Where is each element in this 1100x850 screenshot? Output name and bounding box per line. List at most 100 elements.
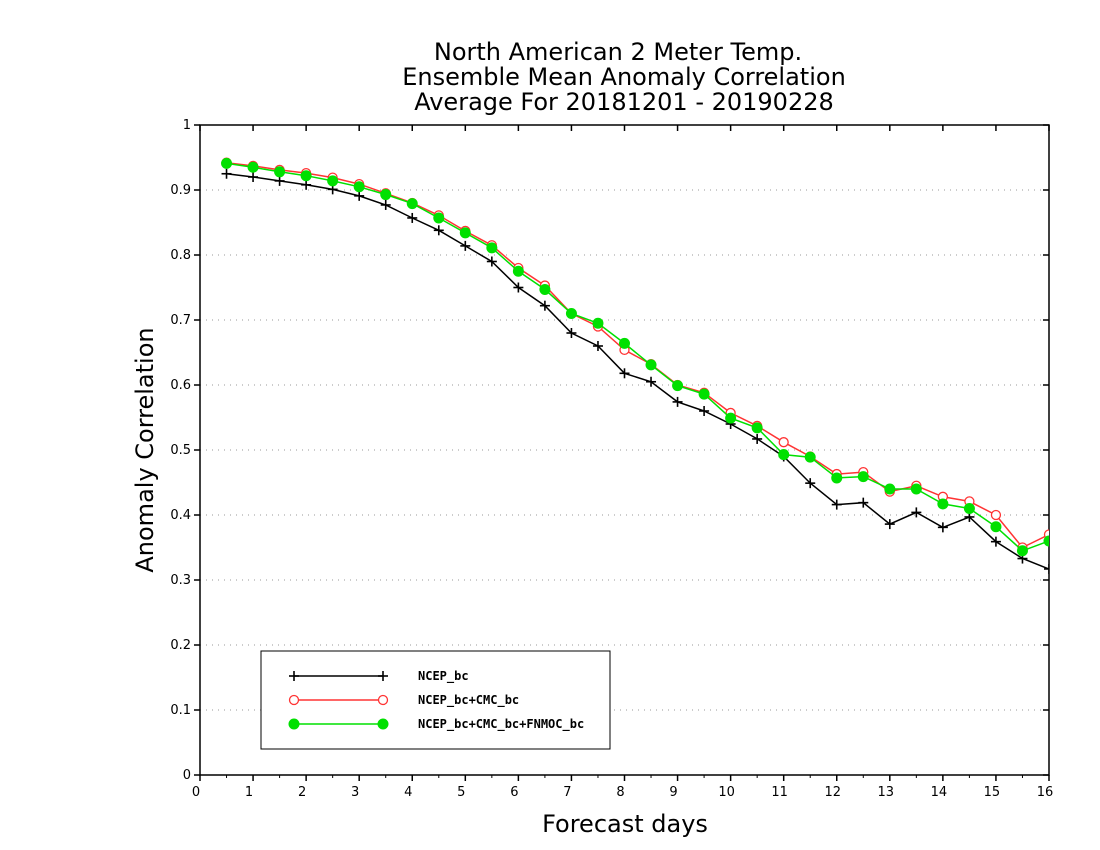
- data-point: [248, 172, 259, 182]
- data-point: [937, 522, 948, 533]
- legend-marker: [288, 694, 300, 706]
- data-point: [619, 368, 630, 379]
- y-tick-label: 0.8: [170, 248, 191, 263]
- x-tick-label: 13: [878, 785, 895, 800]
- y-tick-label: 0.9: [170, 183, 191, 198]
- x-tick-label: 5: [457, 785, 465, 800]
- data-point: [990, 509, 1002, 521]
- data-point: [698, 388, 710, 400]
- legend-entry: NCEP_bc+CMC_bc+FNMOC_bc: [288, 717, 584, 732]
- legend-marker: [377, 718, 389, 730]
- y-tick-label: 0.1: [170, 703, 191, 718]
- x-tick-label: 8: [616, 785, 624, 800]
- x-tick-label: 10: [718, 785, 735, 800]
- data-point: [274, 166, 286, 178]
- data-point: [990, 521, 1002, 533]
- data-point: [752, 433, 763, 444]
- data-point: [937, 498, 949, 510]
- data-point: [672, 380, 684, 392]
- data-point: [858, 497, 869, 508]
- series-line: [226, 173, 1049, 570]
- y-tick-label: 0.3: [170, 573, 191, 588]
- data-point: [354, 190, 365, 201]
- data-point: [433, 225, 444, 236]
- data-point: [539, 283, 551, 295]
- chart-title-line-3: Average For 20181201 - 20190228: [414, 88, 834, 116]
- data-point: [327, 175, 339, 187]
- data-point: [778, 449, 790, 461]
- x-tick-label: 11: [771, 785, 788, 800]
- data-point: [512, 265, 524, 277]
- data-point: [884, 519, 895, 530]
- x-tick-label: 7: [563, 785, 571, 800]
- y-tick-label: 0.6: [170, 378, 191, 393]
- x-tick-label: 16: [1037, 785, 1054, 800]
- data-point: [539, 300, 550, 311]
- x-tick-label: 15: [984, 785, 1001, 800]
- y-tick-label: 0: [183, 768, 191, 783]
- data-point: [645, 359, 657, 371]
- data-point: [459, 227, 471, 239]
- data-point: [565, 308, 577, 319]
- data-series: [221, 157, 1049, 574]
- y-tick-label: 1: [183, 118, 191, 133]
- data-point: [513, 282, 524, 293]
- data-point: [911, 507, 922, 518]
- x-tick-label: 0: [192, 785, 200, 800]
- data-point: [592, 341, 603, 351]
- data-point: [353, 181, 365, 193]
- data-point: [406, 198, 418, 210]
- x-tick-label: 1: [245, 785, 253, 800]
- data-point: [725, 412, 737, 424]
- legend-marker: [377, 694, 389, 706]
- data-point: [910, 483, 922, 495]
- data-point: [1043, 535, 1049, 547]
- y-tick-label: 0.7: [170, 313, 191, 328]
- data-point: [221, 168, 232, 179]
- data-point: [672, 396, 683, 407]
- data-point: [486, 256, 497, 267]
- chart-title: North American 2 Meter Temp. Ensemble Me…: [402, 38, 846, 116]
- x-tick-label: 2: [298, 785, 306, 800]
- x-tick-label: 4: [404, 785, 412, 800]
- data-point: [1016, 545, 1028, 557]
- data-point: [751, 422, 763, 434]
- chart-title-line-2: Ensemble Mean Anomaly Correlation: [402, 63, 846, 91]
- data-point: [274, 175, 285, 186]
- data-point: [566, 328, 577, 338]
- data-point: [380, 189, 392, 201]
- legend-label: NCEP_bc: [418, 669, 469, 684]
- x-axis-label: Forecast days: [542, 810, 708, 838]
- series-2: [221, 157, 1049, 557]
- x-tick-label: 14: [931, 785, 948, 800]
- data-point: [646, 376, 657, 387]
- y-axis-label: Anomaly Correlation: [131, 327, 159, 572]
- data-point: [699, 406, 710, 416]
- data-point: [778, 437, 789, 448]
- data-point: [805, 478, 816, 489]
- data-point: [221, 157, 233, 169]
- data-point: [300, 170, 312, 182]
- data-point: [486, 242, 498, 254]
- series-0: [221, 168, 1049, 574]
- y-tick-label: 0.4: [170, 508, 191, 523]
- grid-lines: [200, 189, 1049, 711]
- data-point: [619, 337, 630, 349]
- data-point: [460, 240, 471, 251]
- data-point: [247, 161, 259, 173]
- data-point: [990, 536, 1001, 547]
- axes: 00.10.20.30.40.50.60.70.80.910 1 2 3 4 5 6 7 8 9 1…: [170, 118, 1053, 800]
- data-point: [857, 471, 869, 483]
- legend: NCEP_bc NCEP_bc+CMC_bc NCEP_bc+CMC_bc+FNMO…: [260, 650, 611, 750]
- y-tick-label: 0.2: [170, 638, 191, 653]
- data-point: [407, 212, 418, 223]
- data-point: [592, 317, 604, 329]
- legend-entry: NCEP_bc+CMC_bc: [288, 693, 519, 708]
- x-tick-label: 12: [824, 785, 841, 800]
- data-point: [831, 472, 843, 484]
- data-point: [1044, 563, 1049, 574]
- data-point: [380, 199, 391, 210]
- chart-title-line-1: North American 2 Meter Temp.: [434, 38, 802, 66]
- legend-marker: [288, 718, 300, 730]
